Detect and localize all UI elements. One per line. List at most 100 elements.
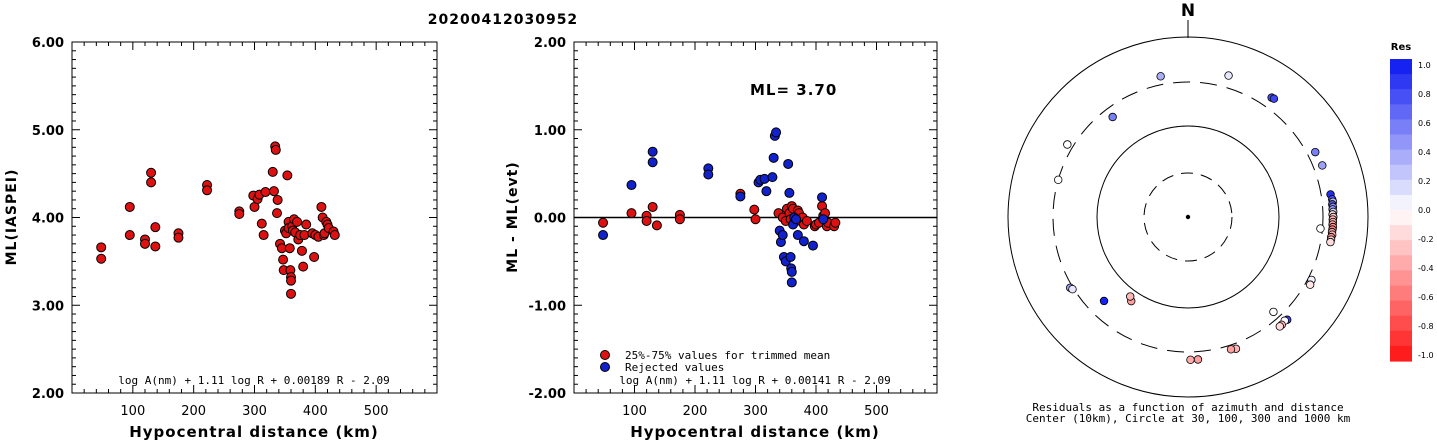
data-point <box>798 236 809 247</box>
station-point <box>1099 296 1109 306</box>
station-point <box>1126 292 1135 301</box>
data-point <box>173 232 184 243</box>
data-point <box>598 217 609 228</box>
station-point <box>1316 224 1325 233</box>
colorbar-tick-label: 0.8 <box>1418 90 1431 99</box>
colorbar-tick-label: 0.6 <box>1418 119 1431 128</box>
x-tick-label: 400 <box>303 404 328 419</box>
data-point <box>286 275 296 286</box>
station-point <box>1063 140 1072 149</box>
ring-1000km <box>1007 36 1369 398</box>
station-point <box>1193 355 1203 364</box>
polar-caption-line2: Center (10km), Circle at 30, 100, 300 an… <box>1026 412 1351 425</box>
station-point <box>1156 72 1165 81</box>
data-point <box>647 201 658 212</box>
colorbar-cell <box>1390 89 1412 105</box>
data-point <box>792 230 803 241</box>
data-point <box>807 240 818 251</box>
data-point <box>647 146 658 157</box>
data-point <box>768 152 779 163</box>
colorbar-tick-label: 0.2 <box>1418 177 1431 186</box>
colorbar-title: Res <box>1391 42 1411 53</box>
azimuth-residual-polar-plot: N Residuals as a function of azimuth and… <box>1007 1 1369 425</box>
legend-label-rejected: Rejected values <box>625 361 724 374</box>
data-point <box>703 169 714 180</box>
station-point <box>1224 71 1233 80</box>
plot-frame <box>71 41 438 394</box>
data-point <box>316 201 327 212</box>
residual-colorbar: Res 1.0 0.8 0.6 0.4 0.2 0.0 -0.2 -0.4 -0.6 -0.8 -1… <box>1390 42 1434 362</box>
data-point <box>268 186 279 197</box>
data-point <box>783 158 794 169</box>
data-point <box>96 253 107 264</box>
x-axis-ticks: 100 200 300 400 500 <box>573 42 938 419</box>
colorbar-cell <box>1390 345 1412 362</box>
station-point <box>1326 237 1335 247</box>
data-point <box>674 214 685 225</box>
x-axis-ticks: 100 200 300 400 500 <box>71 42 438 419</box>
data-point <box>791 214 802 225</box>
data-point <box>767 172 778 183</box>
colorbar-cell <box>1390 179 1412 196</box>
colorbar-tick-labels: 1.0 0.8 0.6 0.4 0.2 0.0 -0.2 -0.4 -0.6 -0.8 -1.0 <box>1418 61 1434 360</box>
y-tick-label: 5.00 <box>32 124 64 139</box>
colorbar-cell <box>1390 194 1412 211</box>
station-residual-points <box>1054 71 1338 365</box>
y-tick-label: 4.00 <box>32 212 64 227</box>
colorbar-tick-label: 1.0 <box>1418 61 1431 70</box>
data-point <box>96 242 107 253</box>
colorbar-cell <box>1390 119 1412 136</box>
data-point <box>309 251 320 262</box>
data-point <box>150 241 161 252</box>
data-point <box>647 157 658 168</box>
colorbar-cell <box>1390 300 1412 317</box>
colorbar-tick-label: -0.2 <box>1418 235 1434 244</box>
colorbar-cell <box>1390 210 1412 226</box>
station-point <box>1311 147 1320 157</box>
station-point <box>1269 94 1279 103</box>
colorbar-cell <box>1390 134 1412 151</box>
event-id-title: 20200412030952 <box>428 12 578 28</box>
station-point <box>1305 280 1315 289</box>
y-axis-ticks: 2.00 3.00 4.00 5.00 6.00 <box>32 36 437 402</box>
colorbar-tick-label: -0.8 <box>1418 322 1434 331</box>
data-points <box>96 141 340 299</box>
data-point <box>301 219 312 230</box>
y-axis-label: ML(IASPEI) <box>4 169 20 266</box>
x-tick-label: 300 <box>743 404 768 419</box>
colorbar-cell <box>1390 164 1412 181</box>
colorbar-cell <box>1390 59 1412 75</box>
colorbar-cell <box>1390 240 1412 256</box>
colorbar-cell <box>1390 225 1412 241</box>
data-point <box>785 251 796 262</box>
colorbar-cell <box>1390 149 1412 166</box>
data-point <box>786 277 797 288</box>
data-point <box>598 230 609 241</box>
y-axis-ticks: -2.00 -1.00 0.00 1.00 2.00 <box>529 36 937 402</box>
data-point <box>651 220 662 231</box>
station-point <box>1068 284 1077 294</box>
y-tick-label: 3.00 <box>32 299 64 314</box>
data-point <box>786 266 797 277</box>
colorbar-cells <box>1390 59 1412 362</box>
colorbar-tick-label: -0.6 <box>1418 293 1434 302</box>
data-point <box>817 192 828 203</box>
data-point <box>234 208 245 219</box>
station-point <box>1054 175 1063 184</box>
data-point <box>267 166 278 177</box>
ml-annotation: ML= 3.70 <box>750 81 837 99</box>
data-point <box>749 204 760 215</box>
data-point <box>777 230 788 241</box>
data-point <box>270 144 281 155</box>
y-tick-label: -1.00 <box>529 299 566 314</box>
data-point <box>140 238 150 249</box>
colorbar-tick-label: 0.0 <box>1418 206 1431 215</box>
data-point <box>329 230 340 241</box>
station-point <box>1275 322 1285 331</box>
data-point <box>626 208 637 219</box>
data-point <box>272 194 283 205</box>
ring-30km <box>1143 172 1233 262</box>
data-point <box>771 127 782 138</box>
magnitude-vs-distance-plot: 2.00 3.00 4.00 5.00 6.00 100 200 300 400 500 log… <box>4 36 438 441</box>
